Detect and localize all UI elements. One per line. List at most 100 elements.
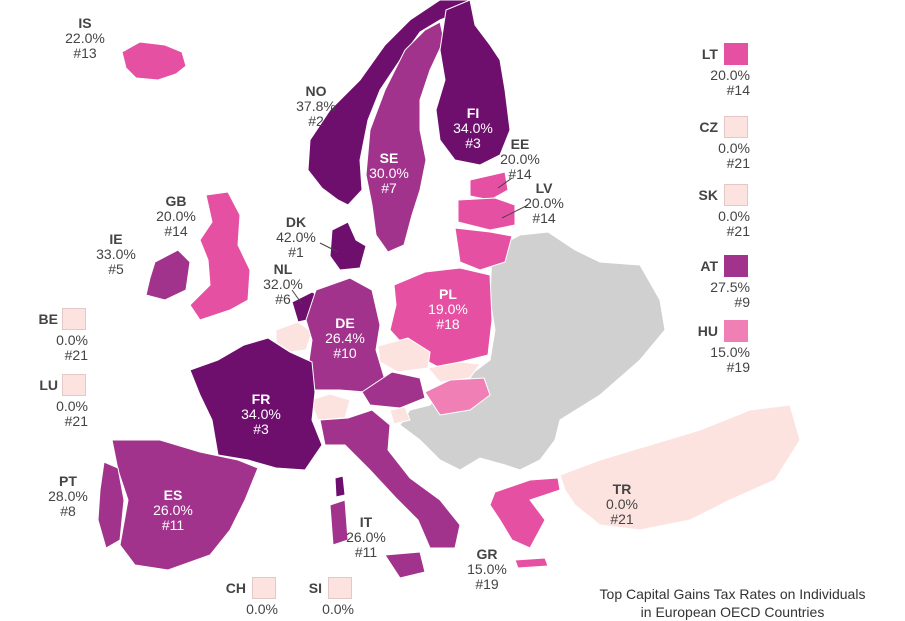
label-gr-code: GR — [476, 546, 498, 562]
label-se: SE 30.0% #7 — [369, 151, 409, 196]
label-fi-code: FI — [466, 105, 480, 121]
label-gr-rate: 15.0% — [467, 561, 507, 577]
label-is-code: IS — [78, 15, 92, 31]
label-se-rate: 30.0% — [369, 165, 409, 181]
label-fi-rank: #3 — [465, 135, 481, 151]
legend-ch-swatch — [252, 577, 276, 599]
label-lv-code: LV — [535, 180, 553, 196]
region-be — [275, 321, 313, 353]
region-fr-corsica — [334, 475, 346, 498]
label-ie-rank: #5 — [108, 261, 124, 277]
label-gr-rank: #19 — [475, 576, 499, 592]
legend-sk: SK 0.0% #21 — [699, 184, 750, 244]
label-pt: PT 28.0% #8 — [48, 474, 88, 519]
label-pl-code: PL — [439, 286, 457, 302]
label-lv-rate: 20.0% — [524, 195, 564, 211]
legend-ch-code: CH — [225, 580, 246, 596]
region-it — [319, 409, 461, 549]
label-gr: GR 15.0% #19 — [467, 547, 507, 592]
region-se — [365, 21, 445, 253]
label-pt-code: PT — [59, 473, 77, 489]
label-fi-rate: 34.0% — [453, 120, 493, 136]
legend-cz-code: CZ — [699, 119, 718, 135]
region-sk — [427, 361, 481, 383]
legend-sk-rank: #21 — [726, 223, 750, 239]
legend-cz-rate: 0.0% — [718, 140, 750, 156]
label-nl-rate: 32.0% — [263, 276, 303, 292]
label-pt-rank: #8 — [60, 503, 76, 519]
region-ch — [309, 393, 351, 421]
label-lv-rank: #14 — [532, 210, 556, 226]
region-it-sardinia — [329, 499, 349, 546]
label-ee-rate: 20.0% — [500, 151, 540, 167]
label-de-rank: #10 — [333, 345, 357, 361]
legend-cz: CZ 0.0% #21 — [699, 116, 750, 176]
label-dk: DK 42.0% #1 — [276, 215, 316, 260]
legend-lt-code: LT — [701, 46, 718, 62]
legend-hu-swatch — [724, 320, 748, 342]
label-tr-rate: 0.0% — [606, 496, 638, 512]
label-gb-rank: #14 — [164, 223, 188, 239]
label-it-rank: #11 — [354, 544, 378, 560]
region-is — [121, 41, 187, 81]
label-pl-rank: #18 — [436, 316, 460, 332]
label-no: NO 37.8% #2 — [296, 84, 336, 129]
label-es-rank: #11 — [161, 517, 185, 533]
map-caption: Top Capital Gains Tax Rates on Individua… — [560, 585, 905, 621]
label-nl-code: NL — [273, 261, 293, 277]
region-it-sicily — [384, 551, 426, 579]
legend-lu-code: LU — [39, 377, 58, 393]
label-es-rate: 26.0% — [153, 502, 193, 518]
legend-lu-rate: 0.0% — [56, 398, 88, 414]
label-de-code: DE — [335, 315, 355, 331]
label-es: ES 26.0% #11 — [153, 488, 193, 533]
region-fr — [189, 337, 323, 471]
legend-si-code: SI — [308, 580, 322, 596]
label-tr-rank: #21 — [610, 511, 634, 527]
legend-lu: LU 0.0% #21 — [39, 374, 90, 434]
region-si — [389, 406, 411, 425]
legend-be: BE 0.0% #21 — [39, 308, 90, 368]
legend-hu-code: HU — [697, 323, 718, 339]
legend-cz-rank: #21 — [726, 155, 750, 171]
label-is-rank: #13 — [73, 45, 97, 61]
legend-at-swatch — [724, 255, 748, 277]
legend-hu: HU 15.0% #19 — [698, 320, 750, 380]
label-de-rate: 26.4% — [325, 330, 365, 346]
label-nl-rank: #6 — [275, 291, 291, 307]
region-fi — [435, 0, 511, 166]
leader-line-ee — [497, 177, 513, 189]
label-no-code: NO — [305, 83, 327, 99]
legend-ch-rate: 0.0% — [246, 601, 278, 617]
region-gr — [489, 477, 561, 549]
legend-sk-rate: 0.0% — [718, 208, 750, 224]
legend-si-rate: 0.0% — [322, 601, 354, 617]
label-ee-code: EE — [510, 136, 530, 152]
region-no — [307, 0, 471, 206]
label-fr-rate: 34.0% — [241, 406, 281, 422]
label-gb-code: GB — [165, 193, 187, 209]
legend-lt: LT 20.0% #14 — [702, 43, 750, 103]
label-pt-rate: 28.0% — [48, 488, 88, 504]
label-fr-code: FR — [251, 391, 271, 407]
map-caption-line-2: in European OECD Countries — [640, 604, 825, 620]
label-se-rank: #7 — [381, 180, 397, 196]
region-gb — [189, 191, 251, 321]
label-pl: PL 19.0% #18 — [428, 287, 468, 332]
legend-lu-swatch — [62, 374, 86, 396]
label-it-code: IT — [359, 514, 373, 530]
label-fi: FI 34.0% #3 — [453, 106, 493, 151]
legend-lt-rate: 20.0% — [710, 67, 750, 83]
label-ie: IE 33.0% #5 — [96, 232, 136, 277]
region-tr — [559, 404, 801, 531]
label-gb: GB 20.0% #14 — [156, 194, 196, 239]
legend-at: AT 27.5% #9 — [700, 255, 750, 315]
region-pt — [97, 461, 125, 549]
label-tr: TR 0.0% #21 — [606, 482, 638, 527]
legend-si-swatch — [328, 577, 352, 599]
region-at — [361, 371, 426, 409]
label-no-rate: 37.8% — [296, 98, 336, 114]
label-ee: EE 20.0% #14 — [500, 137, 540, 182]
region-hu — [424, 377, 491, 416]
